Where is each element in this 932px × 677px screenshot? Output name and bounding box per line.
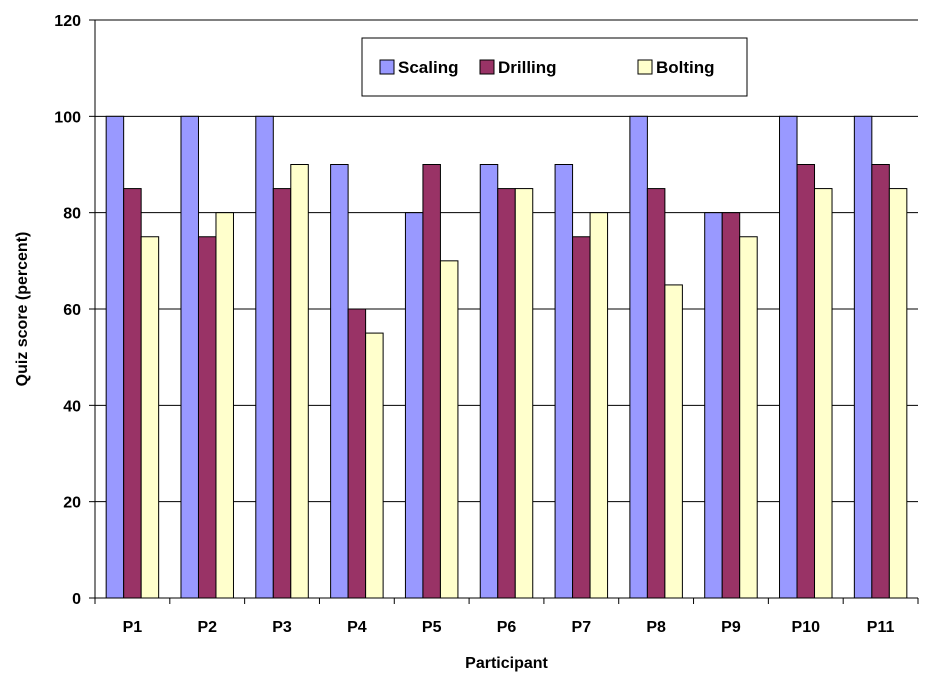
- axes: [89, 19, 919, 604]
- y-tick-label: 80: [63, 206, 81, 223]
- bar-bolting-p7: [589, 212, 609, 599]
- x-tick-label: P10: [792, 619, 821, 636]
- y-tick-labels: 0 20 40 60 80 100 120: [54, 13, 81, 608]
- bar-bolting-p2: [215, 212, 234, 599]
- bar-drilling-p5: [422, 164, 441, 599]
- bar-drilling-p8: [646, 188, 666, 599]
- bar-drilling-p3: [272, 188, 292, 599]
- x-tick-label: P6: [497, 619, 517, 636]
- x-tick-label: P3: [272, 619, 292, 636]
- y-tick-label: 0: [72, 591, 81, 608]
- legend-label-drilling: Drilling: [498, 58, 557, 77]
- bar-scaling-p9: [704, 212, 723, 599]
- bar-drilling-p1: [123, 188, 142, 599]
- legend-swatch-drilling: [479, 59, 495, 75]
- legend-box: [361, 37, 748, 97]
- x-tick-label: P5: [422, 619, 442, 636]
- bar-drilling-p10: [796, 164, 816, 599]
- legend-swatch-scaling: [379, 59, 395, 75]
- bar-bolting-p1: [140, 236, 160, 599]
- bar-drilling-p4: [347, 308, 367, 599]
- x-axis-title: Participant: [465, 655, 548, 672]
- bar-drilling-p6: [497, 188, 516, 599]
- bar-bolting-p4: [365, 332, 384, 599]
- x-tick-label: P1: [123, 619, 143, 636]
- bars: [105, 115, 908, 599]
- bar-scaling-p2: [180, 115, 199, 599]
- x-tick-label: P11: [867, 619, 895, 636]
- bar-bolting-p6: [514, 188, 534, 599]
- x-tick-labels: P1 P2 P3 P4 P5 P6 P7 P8 P9 P10 P11: [123, 619, 895, 636]
- bar-scaling-p8: [629, 115, 648, 599]
- bar-drilling-p2: [197, 236, 217, 599]
- y-axis-title: Quiz score (percent): [14, 232, 31, 387]
- bar-bolting-p3: [290, 164, 309, 599]
- legend: Scaling Drilling Bolting: [361, 37, 748, 97]
- bar-scaling-p11: [853, 115, 873, 599]
- y-tick-label: 120: [54, 13, 81, 30]
- bar-drilling-p7: [572, 236, 591, 599]
- legend-swatch-bolting: [637, 59, 653, 75]
- bar-scaling-p7: [554, 164, 574, 599]
- bar-bolting-p8: [664, 284, 683, 599]
- x-tick-label: P8: [646, 619, 666, 636]
- bar-scaling-p3: [255, 115, 274, 599]
- bar-bolting-p11: [888, 188, 908, 599]
- x-tick-label: P9: [721, 619, 741, 636]
- bar-scaling-p6: [479, 164, 499, 599]
- x-tick-label: P2: [197, 619, 217, 636]
- legend-label-bolting: Bolting: [656, 58, 715, 77]
- legend-label-scaling: Scaling: [398, 58, 458, 77]
- bar-scaling-p5: [404, 212, 424, 599]
- bar-scaling-p4: [330, 164, 349, 599]
- bar-scaling-p10: [779, 115, 798, 599]
- y-tick-label: 40: [63, 398, 81, 415]
- y-tick-label: 60: [63, 302, 81, 319]
- bar-bolting-p10: [814, 188, 833, 599]
- bar-bolting-p5: [439, 260, 459, 599]
- x-tick-label: P7: [572, 619, 592, 636]
- x-tick-label: P4: [347, 619, 367, 636]
- bar-drilling-p11: [871, 164, 890, 599]
- y-tick-label: 20: [63, 495, 81, 512]
- y-tick-label: 100: [54, 109, 81, 126]
- bar-scaling-p1: [105, 115, 125, 599]
- bar-bolting-p9: [739, 236, 758, 599]
- bar-drilling-p9: [721, 212, 741, 599]
